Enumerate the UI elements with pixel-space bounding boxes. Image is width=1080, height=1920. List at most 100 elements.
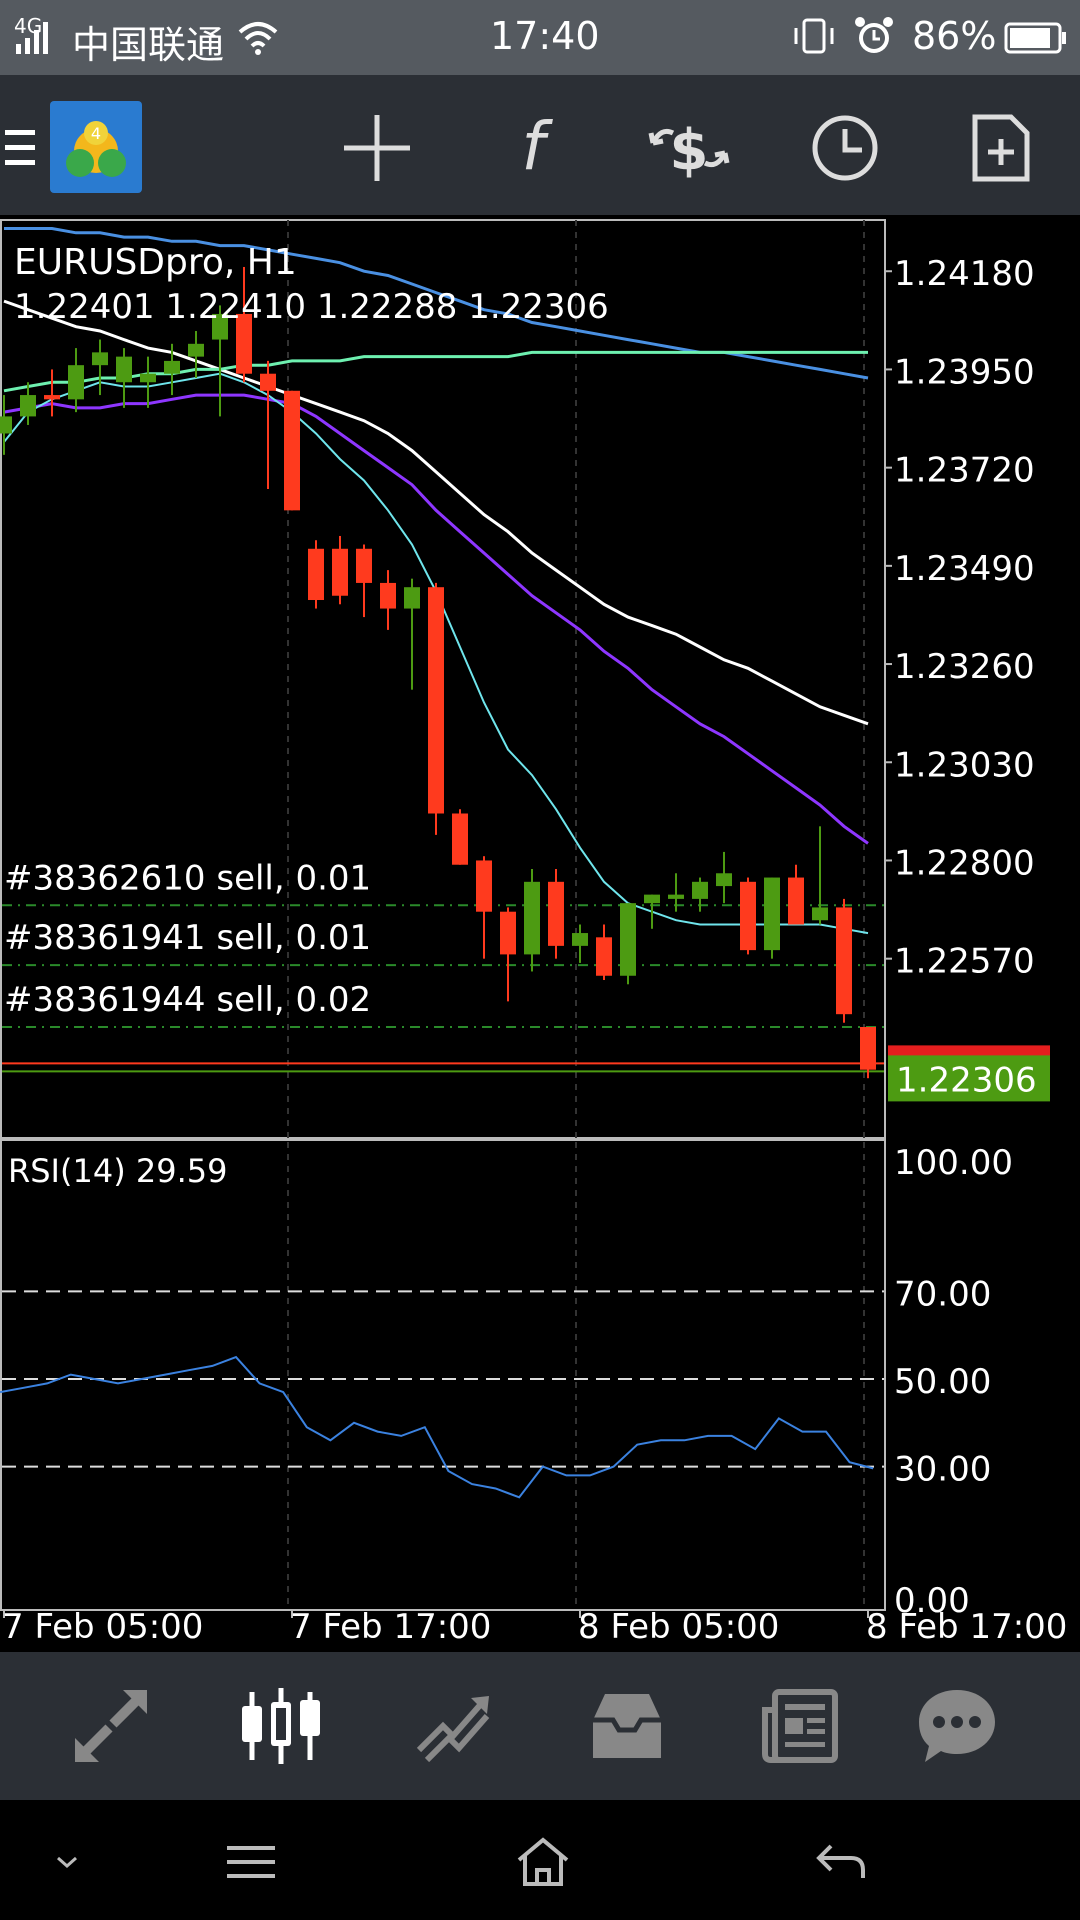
- svg-text:f: f: [521, 113, 553, 183]
- candle-body: [140, 373, 156, 383]
- metatrader-logo[interactable]: 4: [50, 101, 142, 193]
- candle-body: [356, 548, 372, 583]
- crosshair-icon[interactable]: [334, 105, 420, 191]
- candle-body: [164, 360, 180, 374]
- candle-body: [116, 356, 132, 383]
- wifi-icon: [238, 22, 278, 55]
- messages-icon[interactable]: [912, 1686, 1002, 1766]
- candle-body: [212, 313, 228, 340]
- carrier-name: 中国联通: [72, 23, 225, 67]
- candle-body: [572, 933, 588, 946]
- candle-body: [260, 373, 276, 391]
- candle-body: [380, 582, 396, 609]
- symbol-title: EURUSDpro, H1: [14, 242, 297, 283]
- trade-nav-icon[interactable]: [408, 1686, 498, 1766]
- chart-icon[interactable]: [236, 1686, 326, 1766]
- chart-canvas[interactable]: #38362610 sell, 0.01 #38361941 sell, 0.01…: [0, 218, 1080, 1648]
- price-tick-label: 1.23720: [894, 451, 1035, 491]
- candle-body: [20, 395, 36, 417]
- candle-body: [92, 352, 108, 366]
- candle-body: [452, 813, 468, 865]
- new-chart-icon[interactable]: [958, 105, 1044, 191]
- candle-body: [332, 548, 348, 596]
- candle-body: [428, 587, 444, 814]
- function-icon[interactable]: f: [490, 105, 576, 191]
- time-tick-label: 8 Feb 17:00: [866, 1607, 1067, 1647]
- candle-body: [836, 907, 852, 1015]
- order-lines: #38362610 sell, 0.01 #38361941 sell, 0.01…: [2, 858, 1050, 1102]
- price-tick-label: 1.23490: [894, 549, 1035, 589]
- candlesticks: [0, 266, 876, 1079]
- rsi-tick-label: 70.00: [894, 1274, 991, 1314]
- time-tick-label: 7 Feb 05:00: [2, 1607, 203, 1647]
- news-icon[interactable]: [756, 1686, 846, 1766]
- rsi-label: RSI(14) 29.59: [8, 1152, 227, 1190]
- toolbar: 4 f $: [0, 75, 1080, 215]
- rsi-tick-label: 30.00: [894, 1450, 991, 1490]
- price-tick-label: 1.22570: [894, 942, 1035, 982]
- alarm-icon: [855, 17, 893, 53]
- rsi-tick-label: 50.00: [894, 1362, 991, 1402]
- trade-icon[interactable]: $: [646, 105, 732, 191]
- price-tick-label: 1.23950: [894, 352, 1035, 392]
- candle-body: [668, 894, 684, 899]
- candle-body: [644, 894, 660, 904]
- candle-body: [188, 343, 204, 357]
- current-price-label: 1.22306: [896, 1060, 1037, 1100]
- candle-body: [284, 390, 300, 511]
- candle-body: [764, 877, 780, 951]
- price-tick-label: 1.24180: [894, 254, 1035, 294]
- candle-body: [0, 416, 12, 434]
- candle-body: [620, 903, 636, 976]
- menu-icon[interactable]: [0, 105, 40, 191]
- clock: 17:40: [490, 14, 600, 58]
- candle-body: [476, 860, 492, 912]
- candle-body: [716, 873, 732, 887]
- quotes-icon[interactable]: [66, 1686, 156, 1766]
- ohlc-values: 1.22401 1.22410 1.22288 1.22306: [14, 287, 609, 327]
- price-tick-label: 1.23260: [894, 647, 1035, 687]
- candle-body: [596, 937, 612, 976]
- candle-body: [500, 911, 516, 955]
- system-navigation: [0, 1800, 1080, 1920]
- back-icon[interactable]: [806, 1832, 876, 1892]
- home-icon[interactable]: [508, 1832, 578, 1892]
- timeframe-icon[interactable]: [802, 105, 888, 191]
- candle-body: [524, 881, 540, 955]
- time-axis: 7 Feb 05:00 7 Feb 17:00 8 Feb 05:00 8 Feb 1…: [2, 1607, 1067, 1647]
- ask-price-marker: [888, 1045, 1050, 1058]
- price-tick-label: 1.22800: [894, 843, 1035, 883]
- signal-icon: [16, 22, 48, 54]
- svg-text:4: 4: [91, 124, 101, 143]
- order-label: #38361941 sell, 0.01: [4, 918, 371, 958]
- moving-average-green: [3, 350, 868, 393]
- candle-body: [404, 587, 420, 609]
- rsi-pane-frame: [0, 1139, 886, 1611]
- battery-percent: 86%: [912, 14, 997, 58]
- history-icon[interactable]: [582, 1686, 672, 1766]
- grid-lines: [287, 220, 865, 1608]
- candle-body: [860, 1026, 876, 1070]
- battery-icon: [1004, 22, 1066, 54]
- vibrate-icon: [794, 18, 834, 54]
- rsi-tick-label: 0.00: [894, 1581, 970, 1621]
- rsi-line: [0, 1355, 874, 1499]
- candle-body: [68, 365, 84, 400]
- bottom-navigation: [0, 1652, 1080, 1800]
- chart-area[interactable]: #38362610 sell, 0.01 #38361941 sell, 0.01…: [0, 218, 1080, 1648]
- moving-average-white: [3, 299, 869, 726]
- main-pane-frame: [0, 219, 886, 1139]
- candle-body: [236, 313, 252, 374]
- time-tick-label: 7 Feb 17:00: [290, 1607, 491, 1647]
- order-label: #38361944 sell, 0.02: [4, 980, 371, 1020]
- chevron-down-icon[interactable]: [32, 1832, 102, 1892]
- candle-body: [812, 907, 828, 921]
- menu-nav-icon[interactable]: [216, 1832, 286, 1892]
- candle-body: [548, 881, 564, 946]
- candle-body: [692, 881, 708, 899]
- candle-body: [788, 877, 804, 925]
- price-tick-label: 1.23030: [894, 745, 1035, 785]
- time-tick-label: 8 Feb 05:00: [578, 1607, 779, 1647]
- order-label: #38362610 sell, 0.01: [4, 858, 371, 898]
- current-price-box: [888, 1055, 1050, 1102]
